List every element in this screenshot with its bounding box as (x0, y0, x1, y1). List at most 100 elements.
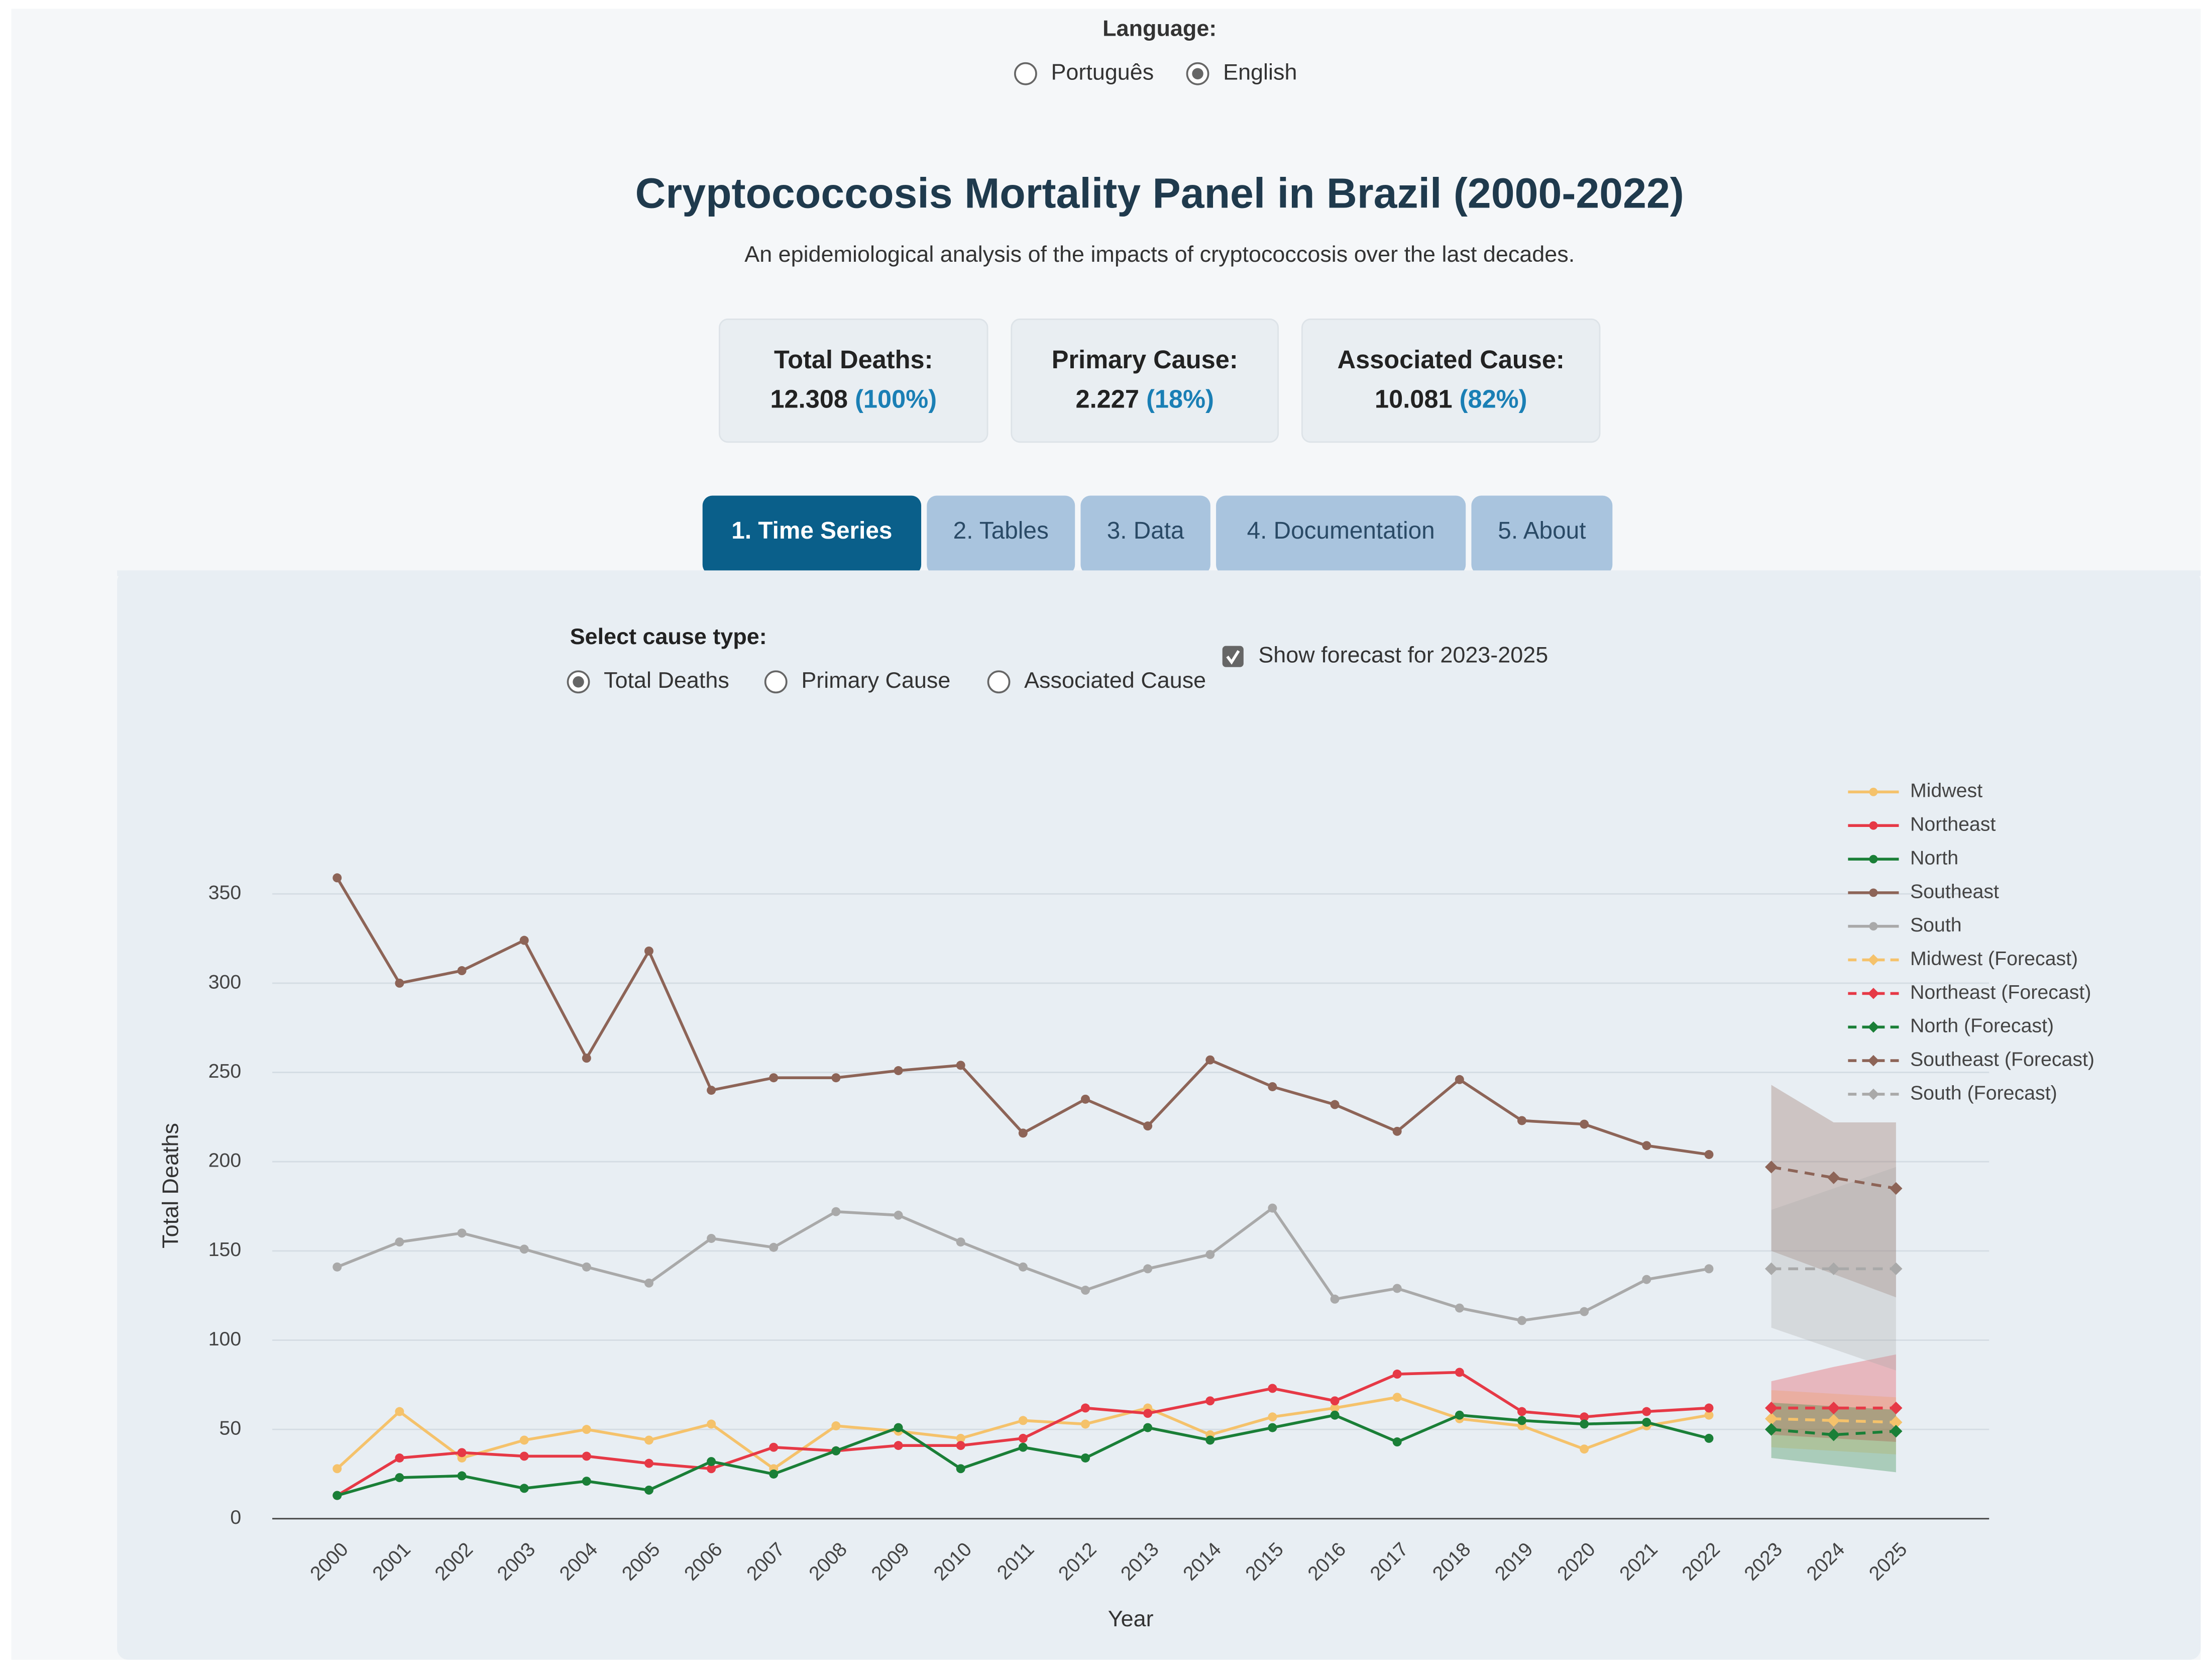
series-line (1771, 1417, 1896, 1424)
data-point (644, 1485, 653, 1495)
tab[interactable] (927, 495, 1075, 575)
data-point (1143, 1264, 1153, 1274)
tab[interactable] (702, 495, 922, 575)
tab-label[interactable]: 1. Time Series (731, 517, 892, 544)
data-point (1330, 1410, 1340, 1420)
data-point (707, 1233, 716, 1243)
tab-label[interactable]: 3. Data (1107, 517, 1184, 544)
data-point (644, 1435, 653, 1445)
data-point (395, 978, 404, 988)
legend-label[interactable]: South (1910, 914, 1962, 936)
card-value-line: 12.308 (100%) (770, 385, 937, 413)
card-value-line: 10.081 (82%) (1375, 385, 1527, 413)
data-point (582, 1425, 591, 1434)
data-point (894, 1210, 903, 1220)
data-point (1517, 1116, 1526, 1125)
data-point (333, 1464, 342, 1474)
data-point (1580, 1412, 1589, 1422)
forecast-label[interactable]: Show forecast for 2023-2025 (1258, 642, 1548, 668)
cause-option[interactable]: Associated Cause (1024, 667, 1206, 693)
data-point (769, 1073, 779, 1083)
legend-marker (1869, 821, 1878, 830)
forecast-checkbox[interactable] (1222, 646, 1244, 667)
legend-label[interactable]: Southeast (Forecast) (1910, 1048, 2094, 1070)
y-tick-label: 250 (208, 1060, 242, 1082)
data-point (1392, 1284, 1402, 1293)
y-tick-label: 50 (219, 1417, 242, 1439)
data-point (519, 1484, 529, 1493)
data-point (395, 1453, 404, 1463)
legend-marker (1867, 954, 1879, 966)
forecast-marker (1764, 1161, 1778, 1174)
data-point (644, 946, 653, 956)
card-value: 2.227 (1076, 385, 1140, 413)
data-point (457, 1448, 467, 1457)
y-tick-label: 300 (208, 971, 242, 993)
tab-label[interactable]: 2. Tables (953, 517, 1049, 544)
legend-label[interactable]: South (Forecast) (1910, 1082, 2057, 1104)
legend-label[interactable]: North (Forecast) (1910, 1015, 2054, 1037)
data-point (956, 1061, 965, 1070)
card-percent: (100%) (855, 385, 937, 413)
y-axis-title: Total Deaths (158, 1123, 183, 1248)
legend-label[interactable]: Midwest (1910, 780, 1982, 802)
language-option[interactable]: English (1223, 59, 1297, 85)
radio-dot (573, 676, 584, 688)
data-point (1642, 1141, 1651, 1151)
card-value: 10.081 (1375, 385, 1453, 413)
data-point (1081, 1286, 1090, 1295)
radio-button[interactable] (764, 670, 788, 694)
tab[interactable] (1471, 495, 1613, 575)
data-point (333, 873, 342, 883)
data-point (582, 1054, 591, 1063)
tab-label[interactable]: 5. About (1498, 517, 1586, 544)
legend-label[interactable]: Northeast (Forecast) (1910, 981, 2091, 1003)
data-point (1205, 1055, 1215, 1065)
data-point (1268, 1423, 1277, 1432)
language-option[interactable]: Português (1051, 59, 1154, 85)
tab[interactable] (1080, 495, 1210, 575)
data-point (1704, 1433, 1714, 1443)
forecast-marker (1827, 1428, 1840, 1441)
series-line (1771, 1166, 1897, 1190)
data-point (1330, 1403, 1340, 1413)
cause-option[interactable]: Total Deaths (604, 667, 729, 693)
data-point (1081, 1403, 1090, 1413)
data-point (1392, 1370, 1402, 1379)
summary-card (1011, 319, 1279, 443)
data-point (582, 1262, 591, 1272)
legend-label[interactable]: North (1910, 847, 1958, 869)
page-title: Cryptococcosis Mortality Panel in Brazil… (635, 169, 1684, 217)
data-point (831, 1207, 841, 1216)
checkmark (1226, 650, 1240, 665)
data-point (1704, 1264, 1714, 1274)
legend-marker (1869, 922, 1878, 931)
x-axis-title: Year (1108, 1606, 1154, 1631)
forecast-marker (1890, 1425, 1903, 1438)
data-point (769, 1242, 779, 1252)
data-point (707, 1419, 716, 1429)
cause-option[interactable]: Primary Cause (801, 667, 950, 693)
legend-label[interactable]: Southeast (1910, 880, 1999, 902)
y-tick-label: 100 (208, 1328, 242, 1350)
y-tick-label: 150 (208, 1238, 242, 1261)
legend-label[interactable]: Midwest (Forecast) (1910, 948, 2078, 970)
legend-label[interactable]: Northeast (1910, 813, 1996, 836)
data-point (1392, 1437, 1402, 1447)
forecast-band (1771, 1085, 1896, 1298)
tab[interactable] (1216, 495, 1466, 575)
data-point (894, 1441, 903, 1450)
data-point (1580, 1307, 1589, 1316)
data-point (1018, 1262, 1028, 1272)
data-point (457, 1471, 467, 1481)
data-point (519, 935, 529, 945)
tab-label[interactable]: 4. Documentation (1247, 517, 1435, 544)
data-point (956, 1464, 965, 1474)
data-point (582, 1451, 591, 1461)
radio-button[interactable] (1014, 62, 1037, 85)
radio-button[interactable] (987, 670, 1011, 694)
series-line (1771, 1428, 1897, 1436)
data-point (1205, 1396, 1215, 1406)
data-point (956, 1441, 965, 1450)
data-point (1455, 1410, 1464, 1420)
